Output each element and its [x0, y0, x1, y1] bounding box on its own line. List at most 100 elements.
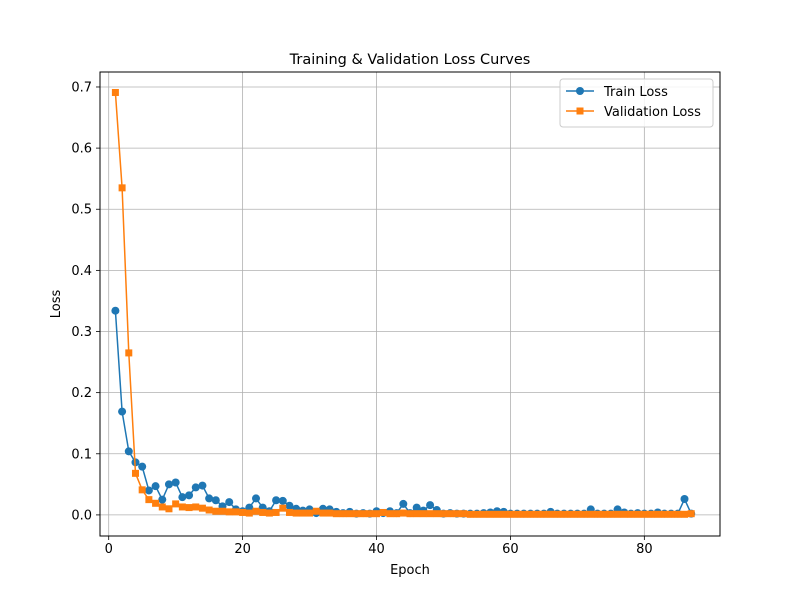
- data-point-validation-loss: [185, 504, 193, 512]
- data-point-validation-loss: [165, 505, 173, 513]
- series-validation-loss: [111, 88, 695, 518]
- data-point-validation-loss: [513, 510, 521, 518]
- data-point-validation-loss: [373, 510, 381, 518]
- x-tick-label: 20: [234, 542, 251, 557]
- data-point-validation-loss: [413, 510, 421, 518]
- data-point-validation-loss: [399, 509, 407, 517]
- data-point-validation-loss: [687, 510, 695, 518]
- data-point-train-loss: [245, 503, 254, 512]
- legend-marker-train-loss: [576, 87, 584, 95]
- y-tick-label: 0.2: [71, 386, 92, 401]
- data-point-validation-loss: [125, 349, 133, 357]
- data-point-validation-loss: [446, 510, 454, 518]
- data-point-validation-loss: [292, 509, 300, 517]
- y-tick-label: 0.5: [71, 203, 92, 218]
- data-point-train-loss: [178, 493, 187, 502]
- data-point-validation-loss: [172, 500, 180, 508]
- data-point-train-loss: [412, 503, 421, 512]
- data-point-train-loss: [118, 407, 127, 416]
- data-point-validation-loss: [593, 510, 601, 518]
- data-point-validation-loss: [219, 507, 227, 515]
- data-point-train-loss: [252, 494, 261, 503]
- data-point-validation-loss: [178, 503, 186, 511]
- data-point-train-loss: [272, 496, 281, 505]
- data-point-train-loss: [144, 486, 153, 495]
- data-point-train-loss: [225, 498, 234, 507]
- data-point-validation-loss: [553, 510, 561, 518]
- x-axis-ticks: 0 20 40 60 80: [105, 536, 653, 557]
- data-point-validation-loss: [620, 510, 628, 518]
- data-point-train-loss: [278, 496, 287, 505]
- data-point-train-loss: [124, 447, 133, 456]
- data-point-validation-loss: [252, 507, 260, 515]
- data-point-validation-loss: [506, 510, 514, 518]
- data-point-validation-loss: [192, 503, 200, 511]
- data-point-validation-loss: [567, 510, 575, 518]
- data-point-validation-loss: [433, 510, 441, 518]
- data-point-validation-loss: [607, 510, 615, 518]
- data-point-validation-loss: [406, 510, 414, 518]
- y-tick-label: 0.4: [71, 264, 92, 279]
- series-train-loss: [111, 306, 696, 518]
- data-point-validation-loss: [198, 504, 206, 512]
- data-point-validation-loss: [306, 509, 314, 517]
- x-tick-label: 60: [502, 542, 519, 557]
- data-point-validation-loss: [674, 510, 682, 518]
- data-point-validation-loss: [366, 510, 374, 518]
- data-point-validation-loss: [145, 496, 153, 504]
- data-point-validation-loss: [493, 510, 501, 518]
- data-point-validation-loss: [111, 88, 119, 96]
- data-point-validation-loss: [272, 508, 280, 516]
- legend-label-validation-loss: Validation Loss: [604, 105, 701, 120]
- data-point-validation-loss: [118, 184, 126, 192]
- data-point-train-loss: [285, 501, 294, 510]
- data-point-validation-loss: [312, 507, 320, 515]
- data-point-validation-loss: [346, 510, 354, 518]
- data-point-validation-loss: [386, 510, 394, 518]
- y-tick-label: 0.3: [71, 325, 92, 340]
- legend-label-train-loss: Train Loss: [603, 85, 668, 100]
- data-point-train-loss: [205, 494, 214, 503]
- data-point-validation-loss: [232, 508, 240, 516]
- data-point-validation-loss: [453, 510, 461, 518]
- data-point-validation-loss: [426, 510, 434, 518]
- y-tick-label: 0.7: [71, 80, 92, 95]
- data-point-validation-loss: [138, 486, 146, 494]
- data-point-train-loss: [680, 495, 689, 504]
- data-point-validation-loss: [540, 510, 548, 518]
- y-tick-label: 0.1: [71, 447, 92, 462]
- series-line-validation-loss: [114, 92, 692, 516]
- data-point-validation-loss: [205, 506, 213, 514]
- data-point-validation-loss: [667, 510, 675, 518]
- data-point-train-loss: [426, 501, 435, 510]
- data-point-validation-loss: [627, 510, 635, 518]
- data-point-validation-loss: [259, 508, 267, 516]
- y-axis-ticks: 0.0 0.1 0.2 0.3 0.4 0.5 0.6 0.7: [71, 80, 100, 523]
- data-point-validation-loss: [614, 510, 622, 518]
- legend: Train Loss Validation Loss: [559, 78, 714, 128]
- data-point-train-loss: [138, 462, 147, 471]
- data-point-validation-loss: [500, 510, 508, 518]
- data-point-validation-loss: [486, 510, 494, 518]
- data-point-train-loss: [171, 478, 180, 487]
- legend-entry-train-loss: Train Loss: [566, 85, 668, 100]
- data-point-train-loss: [211, 496, 220, 505]
- x-axis-label: Epoch: [390, 563, 430, 578]
- legend-marker-validation-loss: [576, 107, 584, 115]
- data-point-validation-loss: [473, 510, 481, 518]
- data-point-validation-loss: [239, 508, 247, 516]
- data-point-validation-loss: [152, 499, 160, 507]
- data-point-validation-loss: [326, 509, 334, 517]
- data-point-validation-loss: [359, 510, 367, 518]
- x-tick-label: 0: [105, 542, 113, 557]
- data-point-validation-loss: [131, 469, 139, 477]
- data-point-validation-loss: [520, 510, 528, 518]
- data-point-train-loss: [191, 483, 200, 492]
- grid: [100, 72, 720, 536]
- legend-entry-validation-loss: Validation Loss: [566, 105, 701, 120]
- data-point-train-loss: [185, 491, 194, 500]
- y-tick-label: 0.0: [71, 508, 92, 523]
- data-point-validation-loss: [466, 510, 474, 518]
- data-point-validation-loss: [533, 510, 541, 518]
